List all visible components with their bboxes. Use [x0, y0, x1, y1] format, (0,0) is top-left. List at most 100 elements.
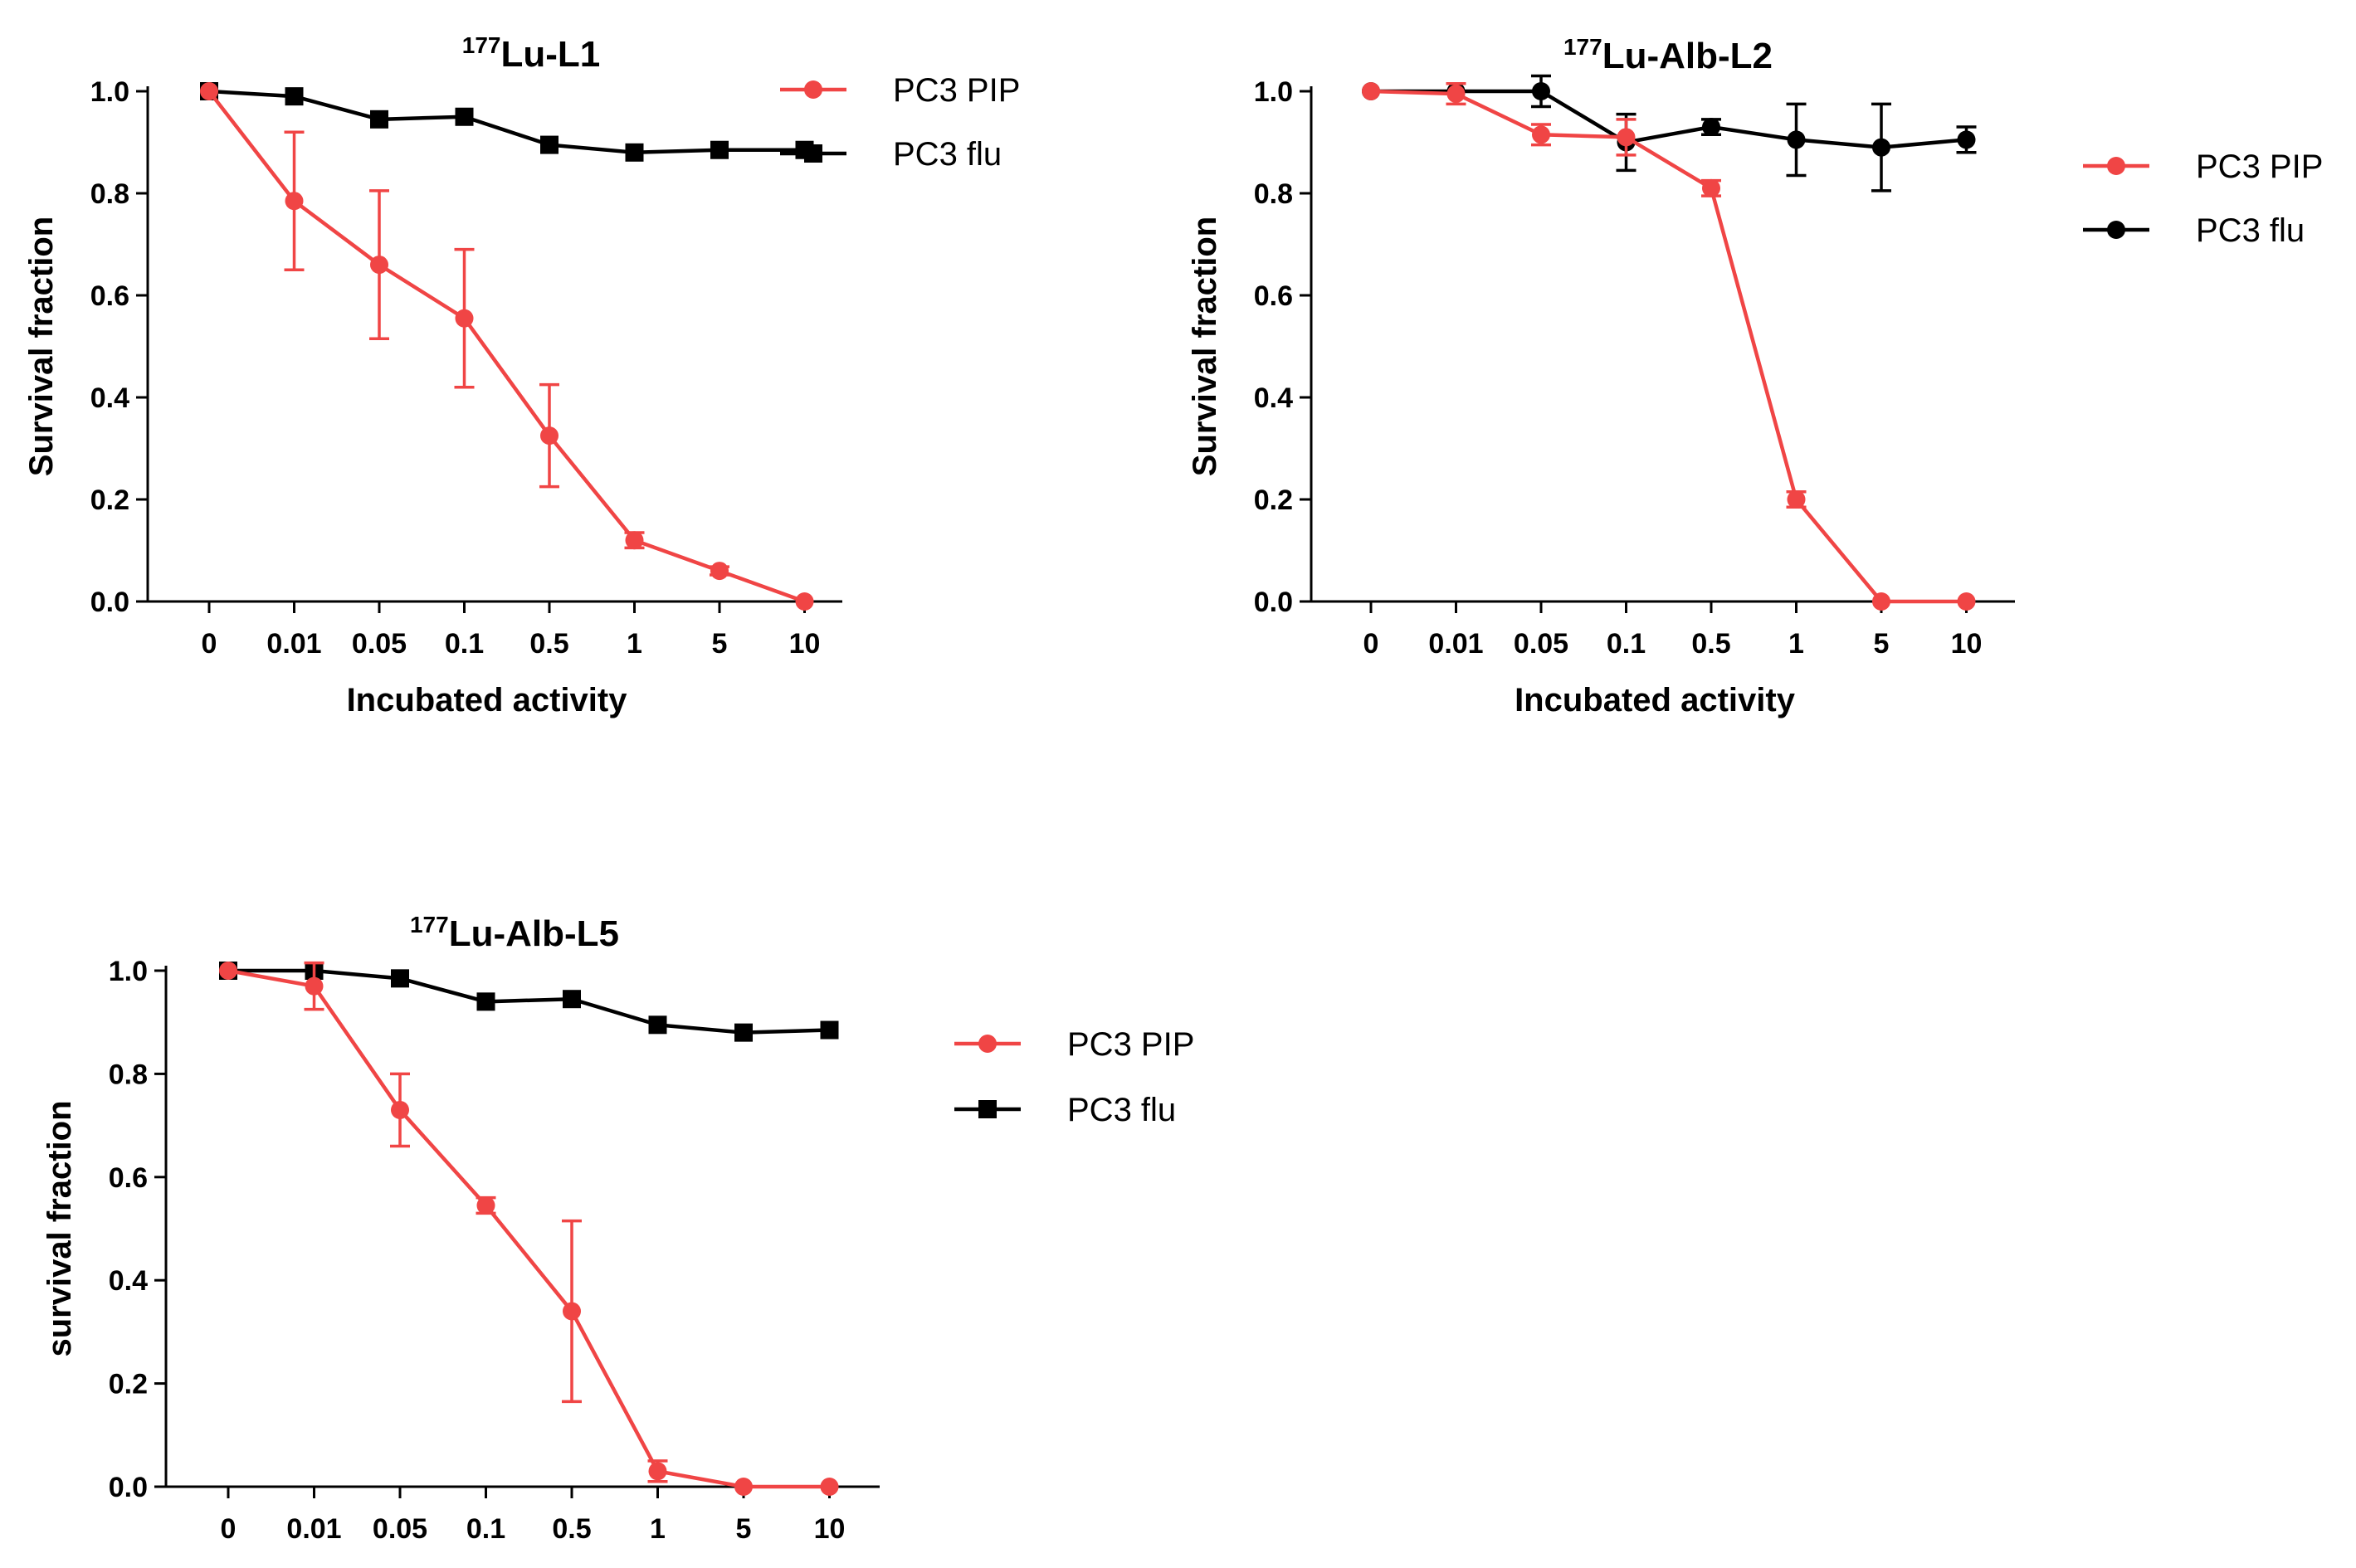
data-point [370, 256, 388, 275]
x-tick-label: 0.05 [1514, 628, 1568, 660]
x-tick-label: 0.5 [552, 1513, 591, 1545]
chart-title-superscript: 177 [1563, 34, 1602, 60]
y-tick-label: 0.0 [109, 1472, 148, 1503]
x-tick-label: 0 [1363, 628, 1379, 660]
x-tick-label: 0 [202, 628, 217, 660]
x-tick-label: 5 [1874, 628, 1890, 660]
y-tick-label: 0.6 [109, 1162, 148, 1194]
data-point [1362, 82, 1380, 100]
chart-title: 177Lu-Alb-L5 [410, 912, 619, 954]
legend: PC3 PIP PC3 flu [780, 72, 1020, 173]
x-tick-label: 10 [1951, 628, 1983, 660]
y-tick-label: 0.4 [109, 1265, 148, 1297]
x-tick-label: 1 [1788, 628, 1804, 660]
legend-label: PC3 PIP [2196, 149, 2323, 185]
chart-panel-2: 177Lu-Alb-L2 0.0 0.2 0.4 0.6 0.8 1.0 0 0.01 0.05 0… [1187, 34, 2323, 718]
series-line [208, 89, 805, 155]
legend-label: PC3 PIP [893, 72, 1020, 109]
data-point [820, 1478, 839, 1496]
chart-title: 177Lu-Alb-L2 [1563, 34, 1773, 76]
data-point [219, 962, 237, 980]
data-point [305, 976, 324, 996]
legend-marker [2107, 221, 2125, 239]
y-axis-label: Survival fraction [1187, 217, 1223, 476]
data-point [391, 969, 409, 988]
data-point [476, 1196, 495, 1215]
data-point [795, 592, 814, 611]
data-point [734, 1023, 753, 1042]
chart-title-superscript: 177 [462, 32, 501, 58]
x-tick-label: 5 [736, 1513, 752, 1545]
y-tick-label: 0.2 [90, 485, 129, 516]
data-point [455, 309, 474, 328]
chart-title-main: Lu-Alb-L5 [449, 913, 619, 954]
y-tick-label: 0.2 [1254, 485, 1293, 516]
legend: PC3 PIP PC3 flu [954, 1026, 1194, 1128]
data-point [200, 82, 218, 100]
data-point [1872, 592, 1890, 611]
legend-marker [2107, 157, 2125, 175]
y-tick-label: 0.6 [1254, 280, 1293, 312]
x-tick-label: 0.1 [466, 1513, 505, 1545]
data-point [540, 135, 559, 154]
data-point [710, 140, 729, 159]
data-point [1532, 82, 1550, 100]
series-line [207, 90, 806, 604]
y-tick-label: 0.8 [109, 1059, 148, 1090]
chart-title-superscript: 177 [410, 912, 449, 937]
x-axis-label: Incubated activity [347, 682, 628, 718]
y-axis-label: survival fraction [41, 1100, 78, 1356]
y-tick-label: 0.4 [1254, 382, 1293, 414]
legend-marker [804, 144, 822, 163]
x-tick-label: 0.5 [529, 628, 568, 660]
series-pc3-flu [219, 962, 839, 1042]
legend-label: PC3 flu [893, 136, 1002, 173]
x-axis-label: Incubated activity [1515, 682, 1796, 718]
data-point [391, 1100, 409, 1119]
data-point [1532, 125, 1550, 144]
data-point [625, 531, 644, 550]
data-point [1872, 138, 1890, 157]
data-point [476, 992, 495, 1011]
chart-title-main: Lu-Alb-L2 [1602, 36, 1773, 76]
data-point [455, 107, 474, 126]
legend-label: PC3 PIP [1067, 1026, 1194, 1063]
data-point [1702, 178, 1720, 197]
data-point [1787, 490, 1806, 509]
data-point [370, 110, 388, 129]
series-pc3-pip [219, 961, 839, 1496]
y-tick-label: 1.0 [1254, 76, 1293, 108]
x-tick-label: 0.05 [373, 1513, 427, 1545]
x-tick-label: 0.1 [445, 628, 484, 660]
x-tick-label: 0.5 [1691, 628, 1730, 660]
y-tick-label: 1.0 [109, 956, 148, 987]
data-point [648, 1462, 667, 1481]
x-tick-label: 10 [789, 628, 821, 660]
x-tick-label: 0.1 [1607, 628, 1646, 660]
legend-marker [978, 1100, 997, 1118]
chart-panel-1: 177Lu-L1 0.0 0.2 0.4 0.6 0.8 1.0 0 0.01 0.05 0.1 0.… [23, 32, 1020, 718]
data-point [734, 1478, 753, 1496]
series-line [1370, 89, 1967, 604]
data-point [820, 1020, 839, 1040]
x-tick-label: 5 [712, 628, 728, 660]
x-tick-label: 1 [650, 1513, 666, 1545]
data-point [1446, 85, 1466, 104]
data-point [1957, 592, 1976, 611]
x-tick-label: 0.01 [1428, 628, 1483, 660]
data-point [540, 426, 559, 446]
data-point [563, 990, 581, 1009]
x-tick-label: 0.05 [352, 628, 407, 660]
data-point [1787, 130, 1806, 149]
y-tick-label: 0.8 [1254, 178, 1293, 210]
y-tick-label: 0.8 [90, 178, 129, 210]
series-line [227, 968, 830, 1489]
legend-marker [804, 80, 822, 99]
legend-label: PC3 flu [1067, 1092, 1176, 1128]
series-pc3-flu [1362, 74, 1977, 192]
data-point [625, 143, 644, 162]
data-point [1617, 128, 1636, 147]
x-tick-label: 1 [627, 628, 642, 660]
y-tick-label: 0.2 [109, 1369, 148, 1400]
